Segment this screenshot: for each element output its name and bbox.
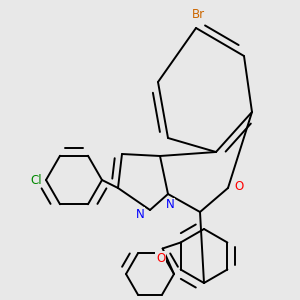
Text: N: N <box>136 208 144 220</box>
Text: Cl: Cl <box>30 173 42 187</box>
Text: Br: Br <box>191 8 205 20</box>
Text: N: N <box>166 199 174 212</box>
Text: O: O <box>156 252 165 265</box>
Text: O: O <box>234 179 244 193</box>
